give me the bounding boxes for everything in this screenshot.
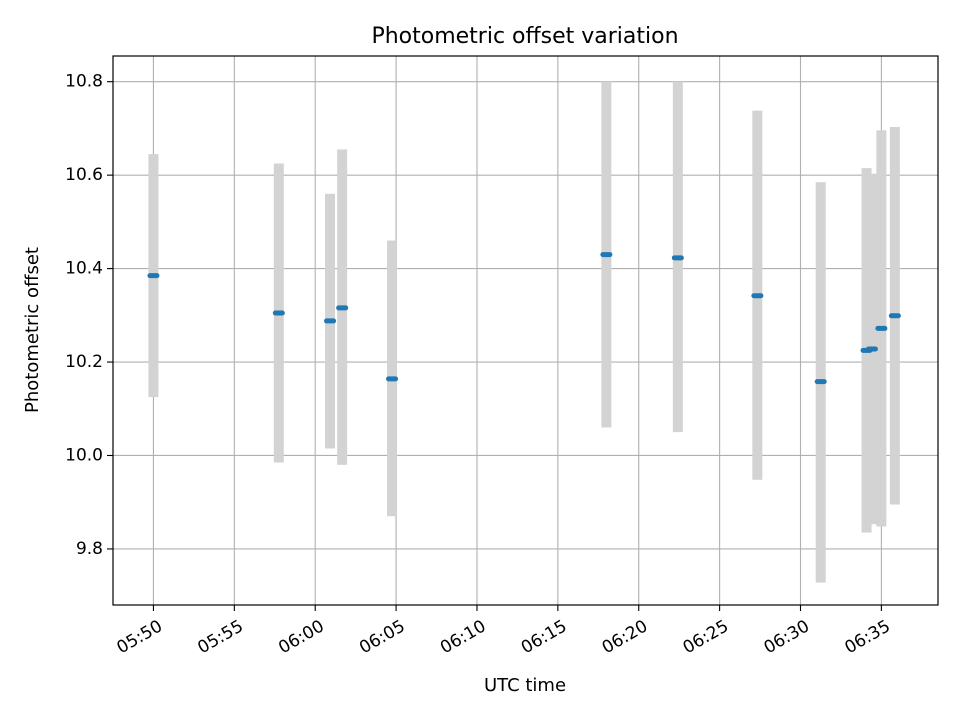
data-point bbox=[865, 346, 878, 352]
y-tick-label: 10.6 bbox=[65, 165, 103, 185]
data-point bbox=[324, 318, 337, 324]
data-point bbox=[600, 252, 613, 258]
y-tick-label: 9.8 bbox=[76, 539, 103, 559]
plot-frame bbox=[112, 55, 939, 606]
data-point bbox=[814, 379, 827, 385]
data-point bbox=[336, 305, 349, 311]
data-point bbox=[671, 255, 684, 261]
y-tick-label: 10.2 bbox=[65, 352, 103, 372]
data-point bbox=[147, 273, 160, 279]
y-axis-label: Photometric offset bbox=[22, 247, 43, 413]
y-tick-label: 10.0 bbox=[65, 445, 103, 465]
y-tick-label: 10.8 bbox=[65, 72, 103, 92]
y-tick-label: 10.4 bbox=[65, 259, 103, 279]
y-axis-ticks: 9.8 10.0 10.2 10.4 10.6 10.8 bbox=[65, 72, 113, 559]
data-point bbox=[751, 293, 764, 299]
data-points bbox=[147, 252, 901, 385]
chart-title: Photometric offset variation bbox=[371, 24, 678, 49]
data-point bbox=[386, 376, 399, 382]
x-axis-label: UTC time bbox=[484, 675, 566, 696]
data-point bbox=[272, 310, 285, 316]
data-point bbox=[875, 325, 888, 331]
data-point bbox=[888, 313, 901, 319]
